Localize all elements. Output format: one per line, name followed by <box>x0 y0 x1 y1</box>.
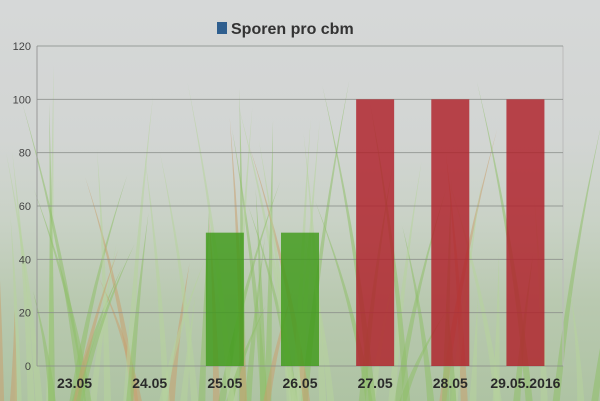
grass-blade <box>255 188 267 401</box>
legend: Sporen pro cbm <box>217 21 354 38</box>
grass-blade <box>570 290 585 401</box>
x-tick-label: 28.05 <box>433 375 468 391</box>
grass-blade <box>73 249 119 401</box>
x-tick-label: 26.05 <box>282 375 317 391</box>
grass-blade <box>180 295 196 401</box>
grass-blade <box>10 216 22 401</box>
grass-blade <box>226 305 266 401</box>
grass-blade <box>69 175 128 401</box>
x-tick-label: 23.05 <box>57 375 92 391</box>
bar-28.05 <box>431 99 470 366</box>
grass-blade <box>446 174 502 401</box>
grass-blade <box>469 297 478 401</box>
grass-blade <box>97 149 112 401</box>
x-tick-label: 25.05 <box>207 375 242 391</box>
grass-blade <box>394 189 446 401</box>
grass-blade <box>399 309 448 401</box>
y-tick-label: 80 <box>19 148 31 160</box>
grass-blade <box>0 280 5 401</box>
grass-blade <box>388 161 422 401</box>
grass-blade <box>552 130 600 401</box>
grass-blade <box>402 226 435 401</box>
y-tick-label: 40 <box>19 254 31 266</box>
grass-blade <box>33 290 56 401</box>
legend-label: Sporen pro cbm <box>231 21 354 38</box>
grass-blade <box>9 309 17 401</box>
grass-blade <box>48 102 56 401</box>
y-tick-label: 100 <box>13 94 31 106</box>
grass-blade <box>12 151 35 401</box>
bar-25.05 <box>205 232 244 366</box>
grass-blade <box>144 151 170 401</box>
grass-blade <box>123 94 154 401</box>
y-tick-label: 0 <box>25 361 31 373</box>
grass-blade <box>591 348 600 401</box>
x-tick-label: 24.05 <box>132 375 167 391</box>
y-tick-label: 120 <box>13 41 31 53</box>
y-tick-label: 20 <box>19 308 31 320</box>
x-tick-label: 29.05.2016 <box>490 375 560 391</box>
x-tick-label: 27.05 <box>358 375 393 391</box>
y-axis-ticks: 0 20 40 60 80 100 120 <box>13 41 31 373</box>
grass-blade <box>264 120 274 401</box>
bars <box>205 99 545 366</box>
grass-blade <box>370 103 411 401</box>
bar-29.05.2016 <box>506 99 545 366</box>
x-axis-ticks: 23.05 24.05 25.05 26.05 27.05 28.05 29.05.2016 <box>57 375 561 391</box>
grass-blade <box>22 102 86 401</box>
legend-swatch <box>217 22 227 34</box>
bar-26.05 <box>281 232 319 366</box>
grass-blade <box>76 244 135 401</box>
bar-27.05 <box>356 99 395 366</box>
grass-blade <box>231 128 268 401</box>
y-tick-label: 60 <box>19 201 31 213</box>
grass-blade <box>492 253 500 401</box>
grass-blade <box>6 152 43 401</box>
